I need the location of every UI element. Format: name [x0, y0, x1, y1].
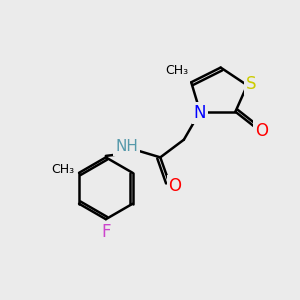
Text: CH₃: CH₃: [165, 64, 188, 77]
Text: F: F: [101, 224, 111, 242]
Text: NH: NH: [115, 139, 138, 154]
Text: CH₃: CH₃: [51, 164, 74, 176]
Text: O: O: [169, 177, 182, 195]
Text: N: N: [194, 104, 206, 122]
Text: S: S: [246, 75, 257, 93]
Text: O: O: [255, 122, 268, 140]
